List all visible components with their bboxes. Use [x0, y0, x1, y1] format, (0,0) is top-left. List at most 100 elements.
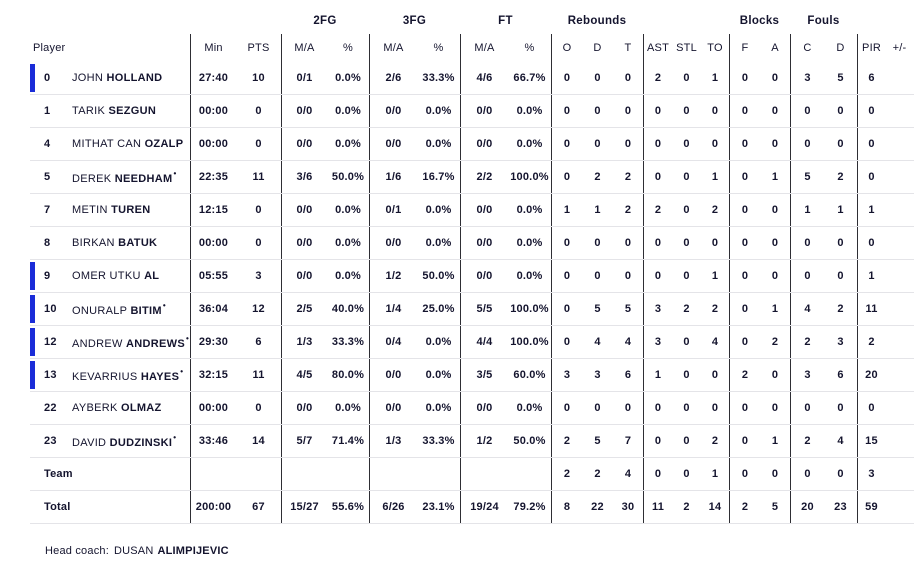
row-label: Team [44, 468, 73, 480]
stat-assists: 0 [643, 95, 672, 127]
stat-rebounds-total: 5 [624, 303, 632, 315]
stat-pir: 0 [857, 227, 885, 259]
stat-rebounds-offensive: 0 [551, 326, 582, 358]
player-name: METIN TUREN [72, 204, 150, 216]
stat-ft-made-attempted: 0/0 [460, 392, 508, 424]
stat-3fg-made-attempted: 1/4 [369, 293, 417, 325]
stat-blocks-against: 2 [771, 336, 779, 348]
stat-3fg-made-attempted: 0/0 [369, 128, 417, 160]
stat-ft-percent: 79.2% [513, 501, 546, 513]
stat-minutes: 36:04 [190, 293, 236, 325]
stat-blocks-for: 0 [729, 260, 760, 292]
stat-steals: 0 [683, 72, 690, 84]
player-cell[interactable]: 13 KEVARRIUS HAYES• [30, 359, 190, 391]
player-last-name: HOLLAND [106, 72, 163, 84]
on-court-indicator [30, 295, 35, 323]
stat-3fg-made-attempted: 0/0 [369, 227, 417, 259]
player-cell[interactable]: 5 DEREK NEEDHAM• [30, 161, 190, 193]
player-cell[interactable]: 12 ANDREW ANDREWS• [30, 326, 190, 358]
stat-blocks-for: 0 [729, 293, 760, 325]
stat-3fg-made-attempted: 2/6 [369, 62, 417, 94]
player-row[interactable]: 10 ONURALP BITIM• 36:04 12 2/5 40.0% 1/4 25.0% 5… [30, 293, 914, 326]
stat-blocks-for: 0 [729, 392, 760, 424]
player-last-name: NEEDHAM [114, 173, 173, 185]
player-name: TARIK SEZGUN [72, 105, 156, 117]
stat-rebounds-defensive: 0 [594, 270, 601, 282]
stat-plus-minus [885, 392, 914, 424]
stat-ft-made-attempted: 19/24 [460, 491, 508, 523]
stat-fouls-committed: 2 [790, 326, 824, 358]
player-cell[interactable]: 22 AYBERK OLMAZ [30, 392, 190, 424]
stat-blocks-for: 0 [729, 161, 760, 193]
stat-assists: 0 [643, 161, 672, 193]
stat-rebounds-total: 0 [624, 270, 632, 282]
stat-fouls-committed: 0 [790, 260, 824, 292]
stat-rebounds-offensive: 3 [551, 359, 582, 391]
stat-2fg-made-attempted: 0/0 [281, 128, 327, 160]
player-row[interactable]: 4 MITHAT CAN OZALP 00:00 0 0/0 0.0% 0/0 0.0% 0/0… [30, 128, 914, 161]
stat-minutes: 00:00 [190, 392, 236, 424]
stat-3fg-percent: 23.1% [422, 501, 455, 513]
total-row: Total 200:00 67 15/27 55.6% 6/26 23.1% 19/24 79.… [30, 491, 914, 524]
stat-ft-made-attempted: 0/0 [460, 260, 508, 292]
player-cell[interactable]: 7 METIN TUREN [30, 194, 190, 226]
stat-fouls-drawn: 0 [837, 270, 844, 282]
stat-rebounds-total: 6 [624, 369, 632, 381]
col-header-3fg-pct: % [433, 42, 444, 54]
stat-fouls-committed: 1 [790, 194, 824, 226]
starter-mark: • [173, 433, 177, 442]
stat-3fg-percent: 0.0% [425, 336, 452, 348]
stat-ft-percent: 66.7% [513, 72, 546, 84]
stat-pir: 6 [857, 62, 885, 94]
player-row[interactable]: 1 TARIK SEZGUN 00:00 0 0/0 0.0% 0/0 0.0% 0/0 0.0%… [30, 95, 914, 128]
player-row[interactable]: 5 DEREK NEEDHAM• 22:35 11 3/6 50.0% 1/6 16.7% 2/… [30, 161, 914, 194]
stat-blocks-for: 0 [729, 425, 760, 457]
stat-ft-made-attempted: 0/0 [460, 128, 508, 160]
player-cell[interactable]: 9 OMER UTKU AL [30, 260, 190, 292]
player-row[interactable]: 0 JOHN HOLLAND 27:40 10 0/1 0.0% 2/6 33.3% 4/6 66… [30, 62, 914, 95]
stat-3fg-percent: 0.0% [425, 105, 452, 117]
stat-steals: 0 [683, 336, 690, 348]
col-header-pts: PTS [247, 42, 270, 54]
player-row[interactable]: 7 METIN TUREN 12:15 0 0/0 0.0% 0/1 0.0% 0/0 0.0% 1… [30, 194, 914, 227]
stat-turnovers: 2 [711, 204, 719, 216]
stat-plus-minus [885, 95, 914, 127]
stat-steals: 0 [683, 435, 690, 447]
stat-turnovers: 2 [711, 435, 719, 447]
player-row[interactable]: 9 OMER UTKU AL 05:55 3 0/0 0.0% 1/2 50.0% 0/0 0.0… [30, 260, 914, 293]
player-last-name: TUREN [111, 204, 151, 216]
col-header-ft-pct: % [524, 42, 535, 54]
stat-pir: 11 [857, 293, 885, 325]
stat-minutes: 200:00 [190, 491, 236, 523]
stat-turnovers: 0 [711, 105, 719, 117]
row-label-cell: Team [30, 458, 190, 490]
stat-fouls-drawn: 0 [837, 138, 844, 150]
stat-3fg-made-attempted: 6/26 [369, 491, 417, 523]
player-cell[interactable]: 23 DAVID DUDZINSKI• [30, 425, 190, 457]
player-cell[interactable]: 8 BIRKAN BATUK [30, 227, 190, 259]
player-row[interactable]: 13 KEVARRIUS HAYES• 32:15 11 4/5 80.0% 0/0 0.0%… [30, 359, 914, 392]
stat-fouls-drawn: 6 [837, 369, 844, 381]
player-cell[interactable]: 10 ONURALP BITIM• [30, 293, 190, 325]
stat-steals: 0 [683, 402, 690, 414]
stat-blocks-for: 0 [729, 458, 760, 490]
player-row[interactable]: 12 ANDREW ANDREWS• 29:30 6 1/3 33.3% 0/4 0.0% 4/… [30, 326, 914, 359]
player-cell[interactable]: 1 TARIK SEZGUN [30, 95, 190, 127]
stat-2fg-percent: 50.0% [331, 171, 365, 183]
stat-2fg-percent: 55.6% [331, 501, 365, 513]
player-cell[interactable]: 4 MITHAT CAN OZALP [30, 128, 190, 160]
player-last-name: BATUK [118, 237, 158, 249]
stat-fouls-committed: 0 [790, 458, 824, 490]
stat-fouls-committed: 3 [790, 62, 824, 94]
stat-steals: 0 [683, 204, 690, 216]
player-last-name: HAYES [140, 371, 180, 383]
stat-fouls-committed: 2 [790, 425, 824, 457]
stat-points: 0 [255, 204, 262, 216]
stat-turnovers: 1 [711, 171, 719, 183]
stat-pir: 0 [857, 95, 885, 127]
stat-3fg-percent: 0.0% [425, 369, 452, 381]
player-row[interactable]: 22 AYBERK OLMAZ 00:00 0 0/0 0.0% 0/0 0.0% 0/0 0.0… [30, 392, 914, 425]
player-row[interactable]: 23 DAVID DUDZINSKI• 33:46 14 5/7 71.4% 1/3 33.3… [30, 425, 914, 458]
player-cell[interactable]: 0 JOHN HOLLAND [30, 62, 190, 94]
player-row[interactable]: 8 BIRKAN BATUK 00:00 0 0/0 0.0% 0/0 0.0% 0/0 0.0%… [30, 227, 914, 260]
